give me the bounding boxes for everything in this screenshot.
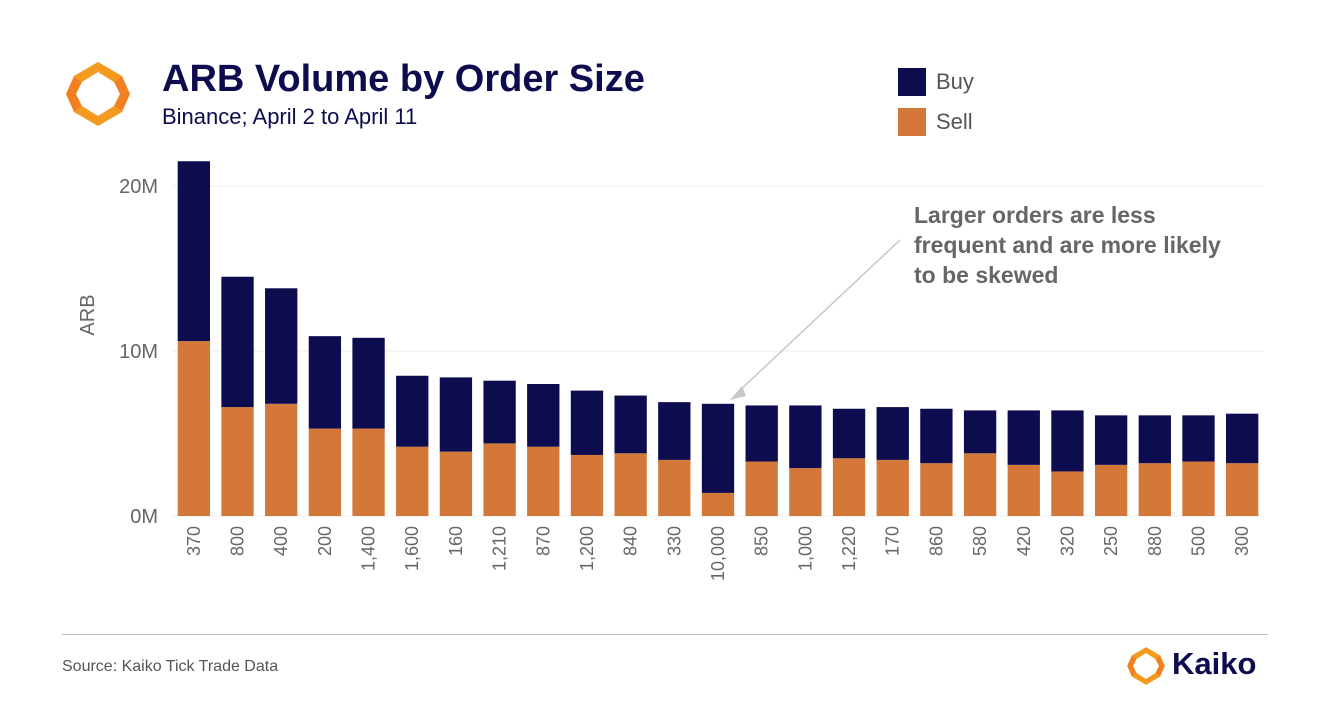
x-tick-label: 250: [1101, 526, 1121, 556]
bar-sell: [920, 463, 953, 516]
bar-buy: [483, 380, 516, 444]
legend-label-buy: Buy: [936, 69, 974, 94]
annotation-arrow-head: [730, 386, 746, 400]
bar-buy: [963, 410, 997, 454]
bar-sell: [396, 446, 429, 516]
bar-buy: [789, 405, 822, 469]
bar-buy: [439, 377, 473, 452]
bar-buy: [920, 408, 953, 464]
bar-buy: [745, 405, 778, 462]
x-tick-label: 850: [752, 526, 772, 556]
legend-label-sell: Sell: [936, 109, 973, 134]
bar-sell: [527, 446, 560, 516]
kaiko-brand-name: Kaiko: [1172, 646, 1257, 681]
x-tick-label: 1,220: [839, 526, 859, 571]
legend: Buy Sell: [898, 62, 974, 142]
bar-buy: [1094, 415, 1128, 465]
bar-buy: [1138, 415, 1171, 464]
bar-sell: [265, 403, 298, 516]
bar-sell: [177, 341, 211, 516]
bar-sell: [614, 453, 647, 516]
chart-annotation: Larger orders are less frequent and are …: [914, 202, 1221, 288]
chart-title: ARB Volume by Order Size: [162, 58, 645, 100]
bar-sell: [570, 454, 604, 516]
bar-buy: [308, 336, 342, 429]
legend-swatch-buy: [898, 68, 926, 96]
x-tick-label: 880: [1145, 526, 1165, 556]
x-tick-label: 800: [228, 526, 248, 556]
chart-subtitle: Binance; April 2 to April 11: [162, 104, 418, 129]
kaiko-logo-icon: [66, 62, 130, 126]
x-tick-label: 170: [883, 526, 903, 556]
x-tick-label: 1,400: [359, 526, 379, 571]
bar-sell: [1182, 461, 1215, 516]
y-tick-label: 0M: [130, 506, 158, 528]
bar-buy: [177, 161, 211, 342]
x-tick-label: 300: [1232, 526, 1252, 556]
bar-buy: [527, 384, 560, 447]
x-tick-label: 860: [926, 526, 946, 556]
x-tick-label: 200: [315, 526, 335, 556]
legend-swatch-sell: [898, 108, 926, 136]
footer-divider: [62, 634, 1268, 635]
bar-sell: [963, 453, 997, 516]
bar-buy: [832, 408, 866, 459]
bar-sell: [483, 443, 516, 516]
bar-buy: [1051, 410, 1084, 472]
bar-buy: [352, 337, 385, 429]
bar-sell: [221, 407, 254, 516]
bar-sell: [308, 428, 342, 516]
bar-buy: [658, 402, 691, 460]
y-tick-label: 10M: [119, 341, 158, 363]
bar-sell: [658, 459, 691, 516]
x-tick-label: 1,210: [490, 526, 510, 571]
bar-sell: [876, 459, 909, 516]
bar-buy: [221, 276, 254, 408]
x-tick-label: 1,600: [402, 526, 422, 571]
bar-sell: [832, 458, 866, 516]
x-tick-label: 10,000: [708, 526, 728, 581]
x-tick-label: 330: [664, 526, 684, 556]
x-tick-label: 320: [1057, 526, 1077, 556]
x-tick-label: 870: [533, 526, 553, 556]
bar-sell: [1007, 464, 1040, 516]
bar-chart: 0M 10M 20M ARB 370 800 400 200 1,400 1,600 160 1,21…: [77, 161, 1264, 581]
y-tick-label: 20M: [119, 176, 158, 198]
bar-sell: [745, 461, 778, 516]
bar-sell: [701, 492, 735, 516]
x-tick-label: 400: [271, 526, 291, 556]
x-tick-label: 840: [621, 526, 641, 556]
bar-buy: [701, 403, 735, 493]
x-tick-label: 580: [970, 526, 990, 556]
kaiko-brand-icon: [1127, 647, 1165, 685]
bar-buy: [1007, 410, 1040, 465]
bar-buy: [1225, 413, 1259, 464]
x-tick-label: 1,200: [577, 526, 597, 571]
bar-buy: [396, 375, 429, 447]
bar-sell: [352, 428, 385, 516]
bar-buy: [1182, 415, 1215, 462]
x-tick-label: 1,000: [795, 526, 815, 571]
legend-item-sell: Sell: [898, 102, 974, 142]
bar-sell: [1094, 464, 1128, 516]
bar-sell: [789, 468, 822, 516]
bar-buy: [265, 288, 298, 404]
bar-sell: [1051, 471, 1084, 516]
bar-sell: [1225, 463, 1259, 516]
bar-buy: [614, 395, 647, 454]
legend-item-buy: Buy: [898, 62, 974, 102]
annotation-arrow-line: [735, 239, 901, 395]
bar-buy: [570, 390, 604, 455]
bar-buy: [876, 407, 909, 460]
x-tick-label: 420: [1014, 526, 1034, 556]
bar-sell: [439, 451, 473, 516]
bar-sell: [1138, 463, 1171, 516]
y-axis-label: ARB: [77, 294, 99, 335]
x-tick-label: 500: [1188, 526, 1208, 556]
source-note: Source: Kaiko Tick Trade Data: [62, 658, 279, 675]
x-tick-label: 370: [184, 526, 204, 556]
x-tick-label: 160: [446, 526, 466, 556]
